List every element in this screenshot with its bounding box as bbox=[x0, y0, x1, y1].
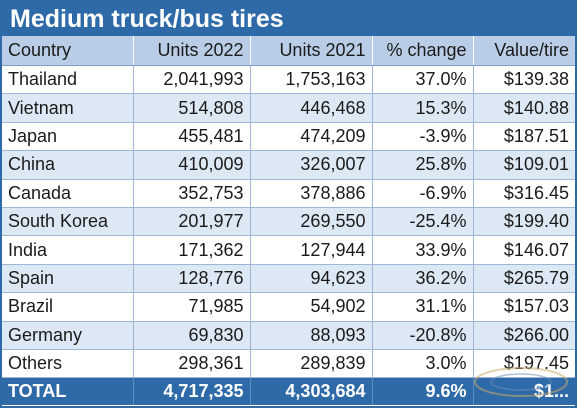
cell-country: Vietnam bbox=[2, 93, 134, 123]
total-units-2022: 4,717,335 bbox=[133, 377, 251, 406]
data-table: Country Units 2022 Units 2021 % change V… bbox=[2, 36, 575, 406]
cell-value-per-tire: $139.38 bbox=[473, 65, 575, 95]
header-pct-change: % change bbox=[372, 36, 474, 66]
total-pct-change: 9.6% bbox=[372, 377, 474, 406]
cell-units-2022: 69,830 bbox=[133, 321, 251, 350]
total-label: TOTAL bbox=[2, 377, 134, 406]
cell-pct-change: 15.3% bbox=[372, 93, 474, 123]
table-row: Canada 352,753 378,886 -6.9% $316.45 bbox=[2, 179, 575, 208]
cell-units-2021: 289,839 bbox=[250, 349, 373, 379]
cell-country: India bbox=[2, 235, 134, 265]
cell-units-2022: 2,041,993 bbox=[133, 65, 251, 95]
cell-pct-change: -25.4% bbox=[372, 207, 474, 237]
cell-units-2021: 446,468 bbox=[250, 93, 373, 123]
table-title: Medium truck/bus tires bbox=[2, 2, 575, 36]
cell-pct-change: -6.9% bbox=[372, 179, 474, 208]
cell-units-2021: 94,623 bbox=[250, 264, 373, 294]
total-value-per-tire: $1... bbox=[473, 377, 575, 406]
cell-units-2022: 514,808 bbox=[133, 93, 251, 123]
cell-units-2021: 88,093 bbox=[250, 321, 373, 350]
cell-value-per-tire: $316.45 bbox=[473, 179, 575, 208]
cell-country: Canada bbox=[2, 179, 134, 208]
cell-units-2021: 474,209 bbox=[250, 122, 373, 152]
table-row: Others 298,361 289,839 3.0% $197.45 bbox=[2, 349, 575, 379]
cell-pct-change: 25.8% bbox=[372, 150, 474, 180]
total-units-2021: 4,303,684 bbox=[250, 377, 373, 406]
cell-pct-change: -20.8% bbox=[372, 321, 474, 350]
cell-value-per-tire: $187.51 bbox=[473, 122, 575, 152]
cell-pct-change: 31.1% bbox=[372, 292, 474, 322]
cell-country: China bbox=[2, 150, 134, 180]
cell-pct-change: 36.2% bbox=[372, 264, 474, 294]
header-country: Country bbox=[2, 36, 134, 66]
table-row: China 410,009 326,007 25.8% $109.01 bbox=[2, 150, 575, 180]
cell-country: Brazil bbox=[2, 292, 134, 322]
cell-pct-change: 33.9% bbox=[372, 235, 474, 265]
cell-units-2021: 326,007 bbox=[250, 150, 373, 180]
cell-units-2021: 269,550 bbox=[250, 207, 373, 237]
cell-units-2022: 352,753 bbox=[133, 179, 251, 208]
header-units-2022: Units 2022 bbox=[133, 36, 251, 66]
table-row: Brazil 71,985 54,902 31.1% $157.03 bbox=[2, 292, 575, 322]
table-row: Spain 128,776 94,623 36.2% $265.79 bbox=[2, 264, 575, 294]
header-row: Country Units 2022 Units 2021 % change V… bbox=[2, 36, 575, 66]
table-row: Vietnam 514,808 446,468 15.3% $140.88 bbox=[2, 93, 575, 123]
cell-units-2022: 410,009 bbox=[133, 150, 251, 180]
cell-country: Spain bbox=[2, 264, 134, 294]
total-row: TOTAL 4,717,335 4,303,684 9.6% $1... bbox=[2, 377, 575, 406]
table-row: South Korea 201,977 269,550 -25.4% $199.40 bbox=[2, 207, 575, 237]
cell-value-per-tire: $199.40 bbox=[473, 207, 575, 237]
cell-country: Germany bbox=[2, 321, 134, 350]
cell-units-2021: 127,944 bbox=[250, 235, 373, 265]
cell-pct-change: 3.0% bbox=[372, 349, 474, 379]
table-row: Thailand 2,041,993 1,753,163 37.0% $139.38 bbox=[2, 65, 575, 95]
cell-country: Others bbox=[2, 349, 134, 379]
cell-value-per-tire: $146.07 bbox=[473, 235, 575, 265]
cell-country: South Korea bbox=[2, 207, 134, 237]
header-units-2021: Units 2021 bbox=[250, 36, 373, 66]
cell-value-per-tire: $157.03 bbox=[473, 292, 575, 322]
cell-pct-change: -3.9% bbox=[372, 122, 474, 152]
cell-units-2021: 54,902 bbox=[250, 292, 373, 322]
table-row: India 171,362 127,944 33.9% $146.07 bbox=[2, 235, 575, 265]
cell-value-per-tire: $109.01 bbox=[473, 150, 575, 180]
cell-units-2021: 1,753,163 bbox=[250, 65, 373, 95]
cell-value-per-tire: $140.88 bbox=[473, 93, 575, 123]
cell-value-per-tire: $265.79 bbox=[473, 264, 575, 294]
cell-units-2022: 128,776 bbox=[133, 264, 251, 294]
cell-value-per-tire: $197.45 bbox=[473, 349, 575, 379]
table-row: Germany 69,830 88,093 -20.8% $266.00 bbox=[2, 321, 575, 350]
cell-value-per-tire: $266.00 bbox=[473, 321, 575, 350]
cell-units-2022: 71,985 bbox=[133, 292, 251, 322]
cell-units-2022: 171,362 bbox=[133, 235, 251, 265]
cell-units-2022: 201,977 bbox=[133, 207, 251, 237]
table-body: Thailand 2,041,993 1,753,163 37.0% $139.38 Vi… bbox=[2, 65, 575, 379]
table-row: Japan 455,481 474,209 -3.9% $187.51 bbox=[2, 122, 575, 152]
cell-units-2022: 455,481 bbox=[133, 122, 251, 152]
header-value-per-tire: Value/tire bbox=[473, 36, 575, 66]
cell-country: Thailand bbox=[2, 65, 134, 95]
cell-units-2022: 298,361 bbox=[133, 349, 251, 379]
cell-units-2021: 378,886 bbox=[250, 179, 373, 208]
cell-pct-change: 37.0% bbox=[372, 65, 474, 95]
cell-country: Japan bbox=[2, 122, 134, 152]
